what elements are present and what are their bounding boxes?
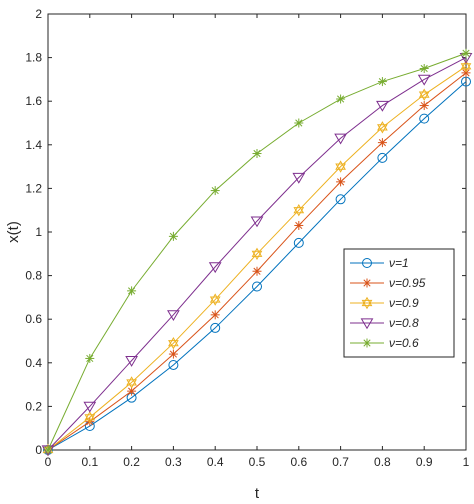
data-point	[293, 203, 305, 217]
legend-entry: ν=0.8	[350, 316, 419, 330]
y-tick-label: 0.4	[25, 356, 42, 370]
x-axis-label: t	[255, 485, 260, 502]
data-point	[168, 231, 178, 241]
y-tick-label: 0	[35, 443, 42, 457]
data-point	[127, 386, 137, 396]
data-point	[336, 94, 346, 104]
series-line	[47, 57, 467, 451]
data-point	[334, 133, 347, 145]
legend-label: ν=0.6	[389, 336, 419, 350]
x-tick-label: 0.8	[374, 455, 391, 469]
x-tick-label: 0	[45, 455, 52, 469]
legend-marker	[362, 278, 372, 288]
legend-label: ν=0.9	[389, 296, 419, 310]
y-tick-label: 1	[35, 225, 42, 239]
data-point	[126, 376, 137, 389]
data-point	[336, 177, 346, 187]
legend-marker	[362, 258, 372, 268]
series-2	[42, 60, 472, 457]
y-tick-label: 1.6	[25, 94, 42, 108]
axis-ticks: 0 0.1 0.2 0.3 0.4 0.5 0.6 0.7 0.8 0.9 1 0 0.2 0.4 0.6 0…	[25, 7, 469, 469]
series-layer	[41, 48, 473, 457]
data-point	[209, 293, 221, 306]
data-point	[292, 172, 306, 184]
legend-label: ν=1	[389, 256, 409, 270]
data-point	[418, 88, 430, 101]
y-tick-label: 1.8	[25, 51, 42, 65]
legend-label: ν=0.95	[389, 276, 426, 290]
x-tick-label: 0.5	[249, 455, 266, 469]
y-axis-label: x(t)	[5, 221, 22, 243]
data-point	[294, 220, 304, 230]
x-tick-label: 0.3	[165, 455, 182, 469]
data-point	[43, 445, 53, 455]
series-line	[47, 81, 467, 451]
data-point	[335, 160, 346, 173]
data-point	[461, 48, 471, 58]
plot-frame	[47, 13, 467, 451]
data-point	[250, 216, 264, 228]
data-point	[419, 64, 429, 73]
data-point	[168, 349, 178, 359]
x-tick-label: 0.9	[416, 455, 433, 469]
data-point	[293, 237, 304, 248]
data-point	[377, 152, 388, 163]
data-point	[377, 121, 388, 134]
legend-marker	[360, 318, 374, 330]
data-point	[208, 262, 222, 274]
data-point	[252, 149, 262, 159]
series-1	[43, 68, 471, 455]
series-0	[43, 76, 471, 455]
x-tick-label: 0.4	[207, 455, 224, 469]
x-tick-label: 0.7	[332, 455, 349, 469]
series-line	[47, 65, 467, 451]
legend: ν=1 ν=0.95 ν=0.9 ν=0.8 ν=0.6	[343, 248, 455, 358]
data-point	[210, 186, 220, 196]
data-point	[125, 355, 138, 367]
legend-entry: ν=0.95	[350, 276, 426, 290]
data-point	[252, 281, 262, 292]
x-tick-label: 1	[463, 455, 470, 469]
data-point	[84, 411, 96, 424]
data-point	[294, 118, 304, 128]
y-tick-label: 0.8	[25, 269, 42, 283]
y-tick-label: 0.6	[25, 312, 42, 326]
y-tick-label: 2	[35, 7, 42, 21]
data-point	[127, 286, 137, 296]
legend-entry: ν=1	[350, 256, 409, 270]
data-point	[417, 74, 431, 86]
data-point	[419, 113, 430, 124]
legend-entry: ν=0.9	[350, 296, 419, 310]
series-4	[43, 48, 471, 455]
data-point	[167, 310, 180, 322]
x-tick-label: 0.1	[81, 455, 98, 469]
y-tick-label: 0.2	[25, 399, 42, 413]
data-point	[168, 336, 179, 350]
legend-marker	[362, 338, 372, 348]
legend-entry: ν=0.6	[350, 336, 419, 350]
x-tick-label: 0.6	[290, 455, 307, 469]
x-tick-label: 0.2	[123, 455, 140, 469]
y-tick-label: 1.4	[25, 138, 42, 152]
data-point	[210, 322, 221, 333]
legend-marker	[361, 296, 373, 310]
data-point	[376, 100, 389, 112]
data-point	[83, 401, 97, 413]
data-point	[419, 101, 429, 111]
data-point	[377, 138, 387, 148]
y-tick-label: 1.2	[25, 181, 42, 195]
data-point	[85, 353, 95, 363]
data-point	[252, 266, 262, 276]
legend-label: ν=0.8	[389, 316, 419, 330]
data-point	[168, 359, 179, 370]
data-point	[335, 194, 346, 205]
data-point	[210, 310, 220, 320]
series-3	[41, 52, 473, 457]
data-point	[377, 77, 387, 87]
data-point	[461, 68, 471, 78]
data-point	[251, 247, 263, 261]
